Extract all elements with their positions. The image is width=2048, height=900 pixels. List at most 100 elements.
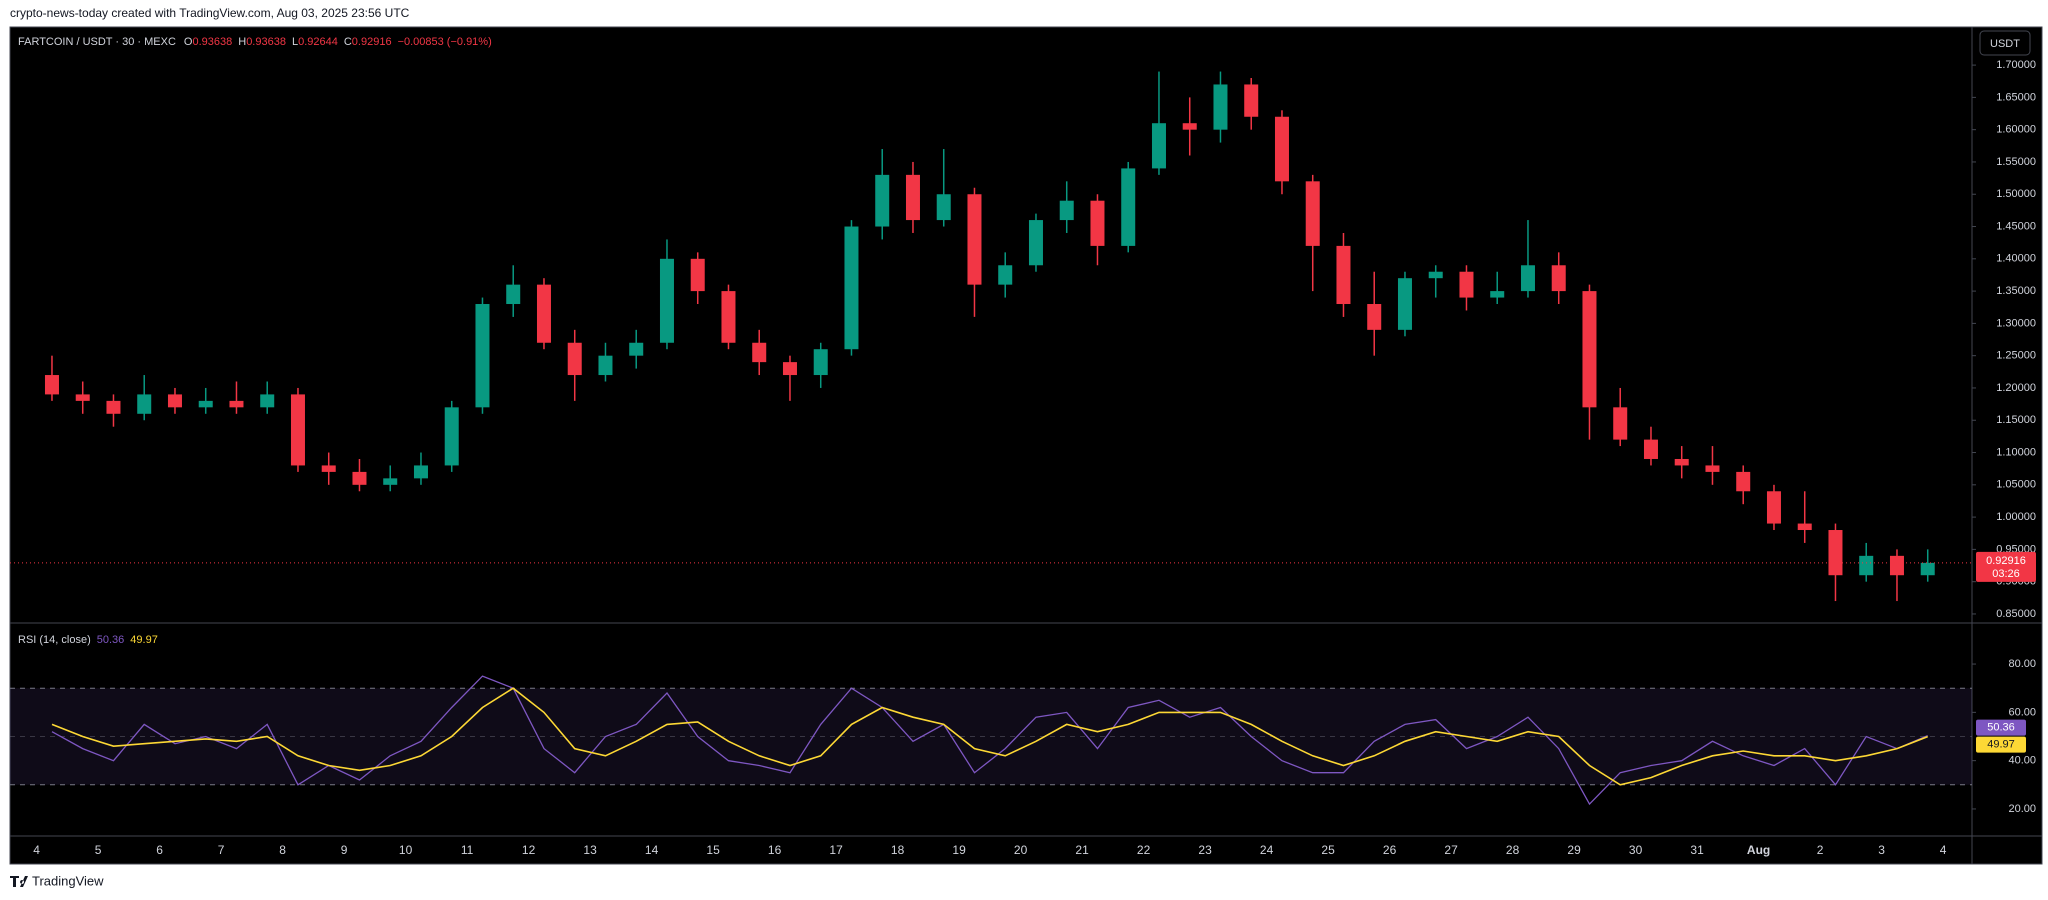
time-tick-label: 27 [1444,843,1458,857]
legend-value: 0.92644 [298,36,338,48]
candle-body [1797,523,1812,531]
time-tick-label: 4 [33,843,40,857]
rsi-readout-label: 49.97 [1987,738,2015,750]
time-tick-label: 25 [1321,843,1335,857]
rsi-readout-box [1976,719,2026,736]
last-price-label: 0.92916 [1986,555,2026,567]
price-tick-label: 1.55000 [1996,156,2036,168]
candle-body [137,394,152,414]
candle-body [1551,265,1566,292]
time-tick-label: 12 [522,843,536,857]
time-tick-label: 4 [1940,843,1947,857]
time-tick-label: 18 [891,843,905,857]
time-tick-label: 6 [156,843,163,857]
time-tick-label: 5 [95,843,102,857]
candle-body [167,394,182,408]
rsi-readout: 50.36 [97,634,125,646]
footer-logo: TradingView [10,873,104,888]
candle-body [444,407,459,466]
candle-body [1305,181,1320,246]
candle-body [260,394,275,408]
time-tick-label: 7 [218,843,225,857]
candle-body [1028,220,1043,266]
footer-brand: TradingView [32,873,104,888]
time-tick-label: 9 [341,843,348,857]
candle-body [1520,265,1535,292]
rsi-tick-label: 80.00 [2008,658,2036,670]
candle-body [229,400,244,408]
attribution: crypto-news-today created with TradingVi… [10,6,410,20]
candle-body [1151,123,1166,169]
price-tick-label: 1.65000 [1996,91,2036,103]
legend-value: 0.93638 [246,36,286,48]
candle-body [905,174,920,221]
price-tick-label: 1.10000 [1996,446,2036,458]
rsi-tick-label: 20.00 [2008,803,2036,815]
currency-label: USDT [1990,38,2020,50]
candle-body [629,342,644,356]
candle-body [1459,271,1474,298]
candle-body [998,265,1013,285]
price-tick-label: 1.50000 [1996,188,2036,200]
candle-body [1213,84,1228,130]
time-tick-label: 23 [1198,843,1212,857]
candle-body [1428,271,1443,279]
candle-body [659,258,674,343]
time-tick-label: 22 [1137,843,1151,857]
rsi-readout-box [1976,736,2026,753]
candle-body [1121,168,1136,246]
time-tick-label: 21 [1075,843,1089,857]
time-tick-label: 15 [706,843,720,857]
legend-change: −0.00853 (−0.91%) [398,36,492,48]
legend-key: L [292,36,298,48]
candle-body [44,375,59,395]
candle-body [536,284,551,343]
price-tick-label: 1.60000 [1996,124,2036,136]
candle-body [1182,123,1197,130]
candle-body [1859,555,1874,576]
time-tick-label: 31 [1690,843,1704,857]
time-tick-label: 30 [1629,843,1643,857]
legend-key: C [344,36,352,48]
rsi-readout-label: 50.36 [1987,722,2015,734]
currency-button[interactable] [1979,30,2031,56]
candle-body [1736,471,1751,492]
price-tick-label: 1.05000 [1996,479,2036,491]
price-tick-label: 1.30000 [1996,317,2036,329]
rsi-line [51,687,1928,786]
time-tick-label: 2 [1817,843,1824,857]
candle-body [413,465,428,479]
candle-body [813,349,828,376]
candle-body [1705,465,1720,472]
legend-key: O [184,36,193,48]
candle-body [475,304,490,408]
candle-body [290,394,305,466]
candle-body [1613,407,1628,440]
rsi-readout: 49.97 [130,634,158,646]
candle-body [383,478,398,485]
time-tick-label: 16 [768,843,782,857]
time-tick-label: 17 [829,843,843,857]
logo-mark [10,876,28,887]
time-tick-label: Aug [1747,843,1770,857]
countdown-label: 03:26 [1992,568,2020,580]
time-tick-label: 13 [583,843,597,857]
time-tick-label: 26 [1383,843,1397,857]
candle-body [567,342,582,376]
last-price-box [1976,551,2036,582]
price-tick-label: 1.00000 [1996,511,2036,523]
time-tick-label: 11 [461,843,474,857]
candle-body [1920,562,1935,576]
legend-value: 0.92916 [352,36,392,48]
ohlc-legend: FARTCOIN / USDT · 30 · MEXC O0.93638 H0.93… [18,36,492,48]
candle-body [1336,245,1351,305]
time-tick-label: 24 [1260,843,1274,857]
rsi-tick-label: 60.00 [2008,706,2036,718]
price-tick-label: 1.45000 [1996,220,2036,232]
candle-body [352,471,367,485]
time-tick-label: 3 [1878,843,1885,857]
candle-body [1674,458,1689,466]
candle-body [1828,530,1843,576]
candle-body [198,400,213,408]
candle-body [321,465,336,472]
